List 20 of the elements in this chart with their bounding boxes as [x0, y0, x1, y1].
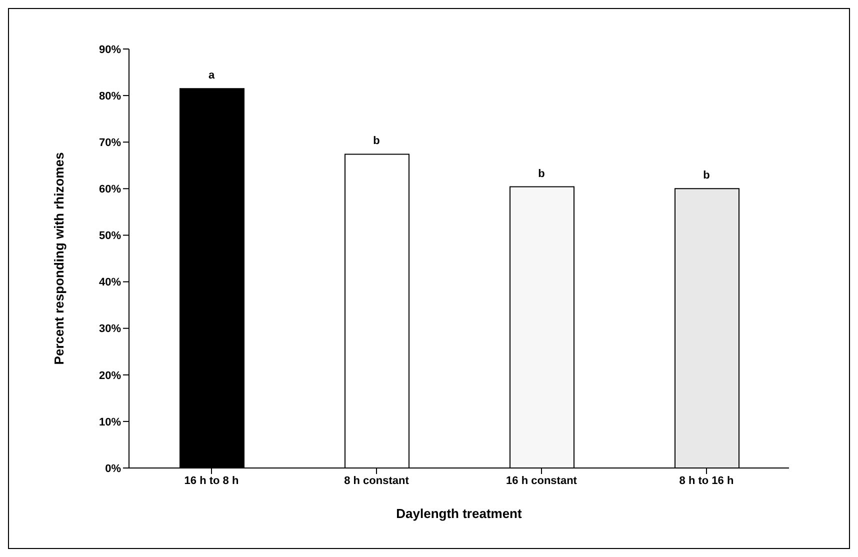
annotation: b	[373, 135, 380, 148]
y-tick-label: 0%	[105, 462, 122, 475]
y-axis-title: Percent responding with rhizomes	[52, 152, 67, 365]
annotation: b	[703, 170, 710, 182]
y-tick-label: 60%	[98, 184, 122, 196]
y-tick-label: 70%	[98, 137, 122, 150]
x-tick-label: 16 h to 8 h	[184, 474, 239, 487]
y-tick-label: 80%	[98, 90, 122, 102]
x-axis-title: Daylength treatment	[396, 506, 523, 521]
y-tick-label: 40%	[98, 276, 122, 289]
y-tick-label: 10%	[98, 416, 122, 428]
y-tick-label: 90%	[98, 44, 122, 56]
annotation: a	[208, 70, 216, 82]
annotation: b	[538, 168, 546, 180]
y-tick-label: 20%	[98, 370, 122, 382]
x-tick-label: 8 h to 16 h	[679, 474, 734, 487]
x-tick-label: 16 h constant	[506, 474, 578, 487]
y-tick-label: 50%	[98, 230, 122, 242]
y-tick-label: 30%	[98, 323, 122, 336]
x-tick-label: 8 h constant	[344, 474, 410, 487]
